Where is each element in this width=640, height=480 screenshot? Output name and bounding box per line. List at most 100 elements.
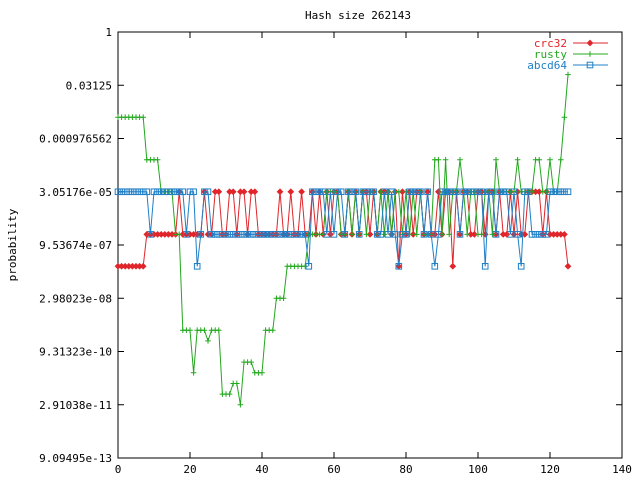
data-point-abcd64 [179,188,187,196]
data-point-crc32 [449,262,457,270]
data-point-rusty [464,231,470,238]
data-point-abcd64 [507,231,514,238]
data-point-abcd64 [298,231,305,238]
data-point-abcd64 [406,188,413,196]
data-point-abcd64 [438,188,446,196]
data-point-crc32 [431,230,439,238]
x-tick-label: 0 [115,463,122,476]
data-point-rusty [320,231,326,238]
data-point-abcd64 [165,188,172,196]
data-point-rusty [201,327,208,333]
legend-item-rusty: rusty [534,48,608,61]
data-point-abcd64 [352,188,359,196]
data-point-abcd64 [489,188,496,196]
data-point-rusty [302,263,308,270]
data-point-rusty [543,188,550,195]
x-tick-label: 100 [468,463,488,476]
data-point-rusty [190,370,197,376]
chart-title: Hash size 262143 [305,9,411,22]
data-point-abcd64 [417,188,424,196]
data-point-abcd64 [467,188,475,196]
data-point-abcd64 [312,188,320,196]
data-point-abcd64 [492,231,500,238]
data-point-abcd64 [561,188,568,196]
data-point-rusty [363,231,370,238]
data-point-abcd64 [147,231,154,238]
data-point-rusty [547,157,553,163]
data-point-abcd64 [445,188,453,196]
data-point-abcd64 [172,188,179,196]
legend-swatch-marker [587,51,593,57]
data-point-abcd64 [294,231,302,238]
data-point-abcd64 [499,188,507,196]
data-point-abcd64 [553,188,561,196]
y-tick-label: 1 [105,26,112,39]
data-point-abcd64 [377,231,385,238]
series-abcd64 [114,188,572,270]
data-point-rusty [536,157,542,163]
data-point-abcd64 [381,188,388,196]
data-point-abcd64 [388,188,395,196]
series-layer [114,71,572,408]
data-point-abcd64 [197,231,205,238]
data-point-rusty [248,359,254,365]
data-point-crc32 [327,230,334,238]
data-point-abcd64 [229,231,237,238]
data-point-rusty [237,401,244,408]
data-point-rusty [493,157,499,163]
data-point-abcd64 [514,231,521,238]
data-point-abcd64 [183,231,190,238]
data-point-abcd64 [366,188,374,196]
data-point-rusty [529,188,535,195]
data-point-rusty [259,370,265,376]
data-point-crc32 [276,188,284,196]
data-point-abcd64 [453,188,460,196]
data-point-abcd64 [409,188,417,196]
data-point-rusty [234,380,240,387]
data-point-rusty [216,327,222,333]
data-point-abcd64 [114,188,122,196]
data-point-rusty [187,327,193,333]
data-point-abcd64 [258,231,266,238]
data-point-abcd64 [355,231,363,238]
data-point-abcd64 [262,231,269,238]
data-point-abcd64 [226,231,233,238]
data-point-abcd64 [222,231,230,238]
data-point-abcd64 [449,188,457,196]
data-point-crc32 [229,188,237,196]
data-point-abcd64 [125,188,133,196]
data-point-crc32 [399,188,406,196]
data-point-rusty [406,231,413,238]
data-point-abcd64 [251,231,259,238]
data-point-abcd64 [309,188,316,196]
data-point-abcd64 [391,231,399,238]
y-tick-label: 3.05176e-05 [39,186,112,199]
data-point-abcd64 [373,231,381,238]
data-point-rusty [396,188,402,195]
data-point-crc32 [510,230,518,238]
data-point-abcd64 [190,188,197,196]
data-point-rusty [140,114,146,120]
data-point-abcd64 [424,188,431,196]
data-point-crc32 [514,188,521,196]
data-point-abcd64 [431,263,439,270]
data-point-abcd64 [460,188,467,196]
data-point-abcd64 [276,231,284,238]
data-point-abcd64 [402,231,410,238]
data-point-abcd64 [532,231,539,238]
data-point-abcd64 [305,263,313,270]
x-tick-label: 140 [612,463,632,476]
data-point-crc32 [298,188,305,196]
data-point-abcd64 [348,188,356,196]
data-point-crc32 [564,262,572,270]
data-point-crc32 [561,230,568,238]
data-point-abcd64 [265,231,273,238]
data-point-abcd64 [132,188,140,196]
data-point-abcd64 [301,231,309,238]
data-point-abcd64 [208,231,215,238]
y-tick-label: 0.03125 [66,79,112,92]
legend-swatch-marker [586,61,594,69]
data-point-abcd64 [543,231,550,238]
